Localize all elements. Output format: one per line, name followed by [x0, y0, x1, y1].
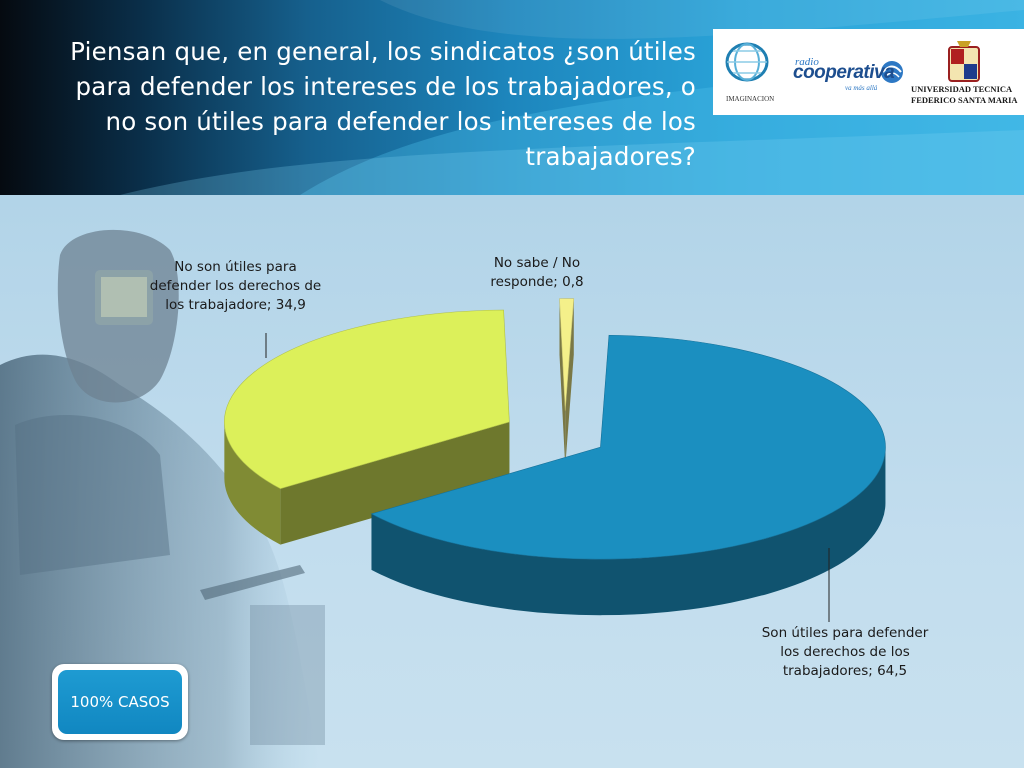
slice-no_son_utiles	[224, 309, 510, 489]
slice-no_sabe-inner-wall	[565, 298, 574, 467]
slice-no_son_utiles-side	[224, 421, 281, 545]
slice-no_son_utiles-inner-wall	[280, 421, 510, 545]
cooperativa-tagline: va más allá	[845, 84, 878, 92]
logo-panel: IMAGINACION radio cooperativa va más all…	[713, 29, 1024, 115]
data-label-son-utiles: Son útiles para defender los derechos de…	[761, 625, 929, 679]
slice-no_sabe	[559, 298, 575, 411]
casos-button-label: 100% CASOS	[58, 670, 182, 734]
cooperativa-logo-text: cooperativa	[793, 62, 895, 83]
data-label-no-son-utiles: No son útiles para defender los derechos…	[149, 259, 322, 313]
cooperativa-logo-icon	[881, 61, 903, 83]
radio-logo-text: radio	[795, 56, 819, 68]
logo-panel-graphics	[725, 41, 980, 83]
university-name-line1: UNIVERSIDAD TECNICA	[911, 84, 1013, 94]
slice-no_sabe-inner-wall	[559, 298, 566, 467]
university-name-line2: FEDERICO SANTA MARIA	[911, 95, 1018, 105]
university-crest-icon	[948, 41, 980, 82]
header-banner: Piensan que, en general, los sindicatos …	[0, 0, 1024, 195]
slide-title: Piensan que, en general, los sindicatos …	[70, 37, 696, 171]
imaginacion-logo-text: IMAGINACION	[726, 95, 775, 103]
slice-son_utiles-side	[371, 447, 886, 616]
slice-son_utiles	[370, 334, 886, 560]
casos-button[interactable]: 100% CASOS	[52, 664, 188, 740]
data-label-no-sabe: No sabe / No responde; 0,8	[490, 255, 584, 290]
imaginacion-logo-icon	[725, 42, 769, 82]
